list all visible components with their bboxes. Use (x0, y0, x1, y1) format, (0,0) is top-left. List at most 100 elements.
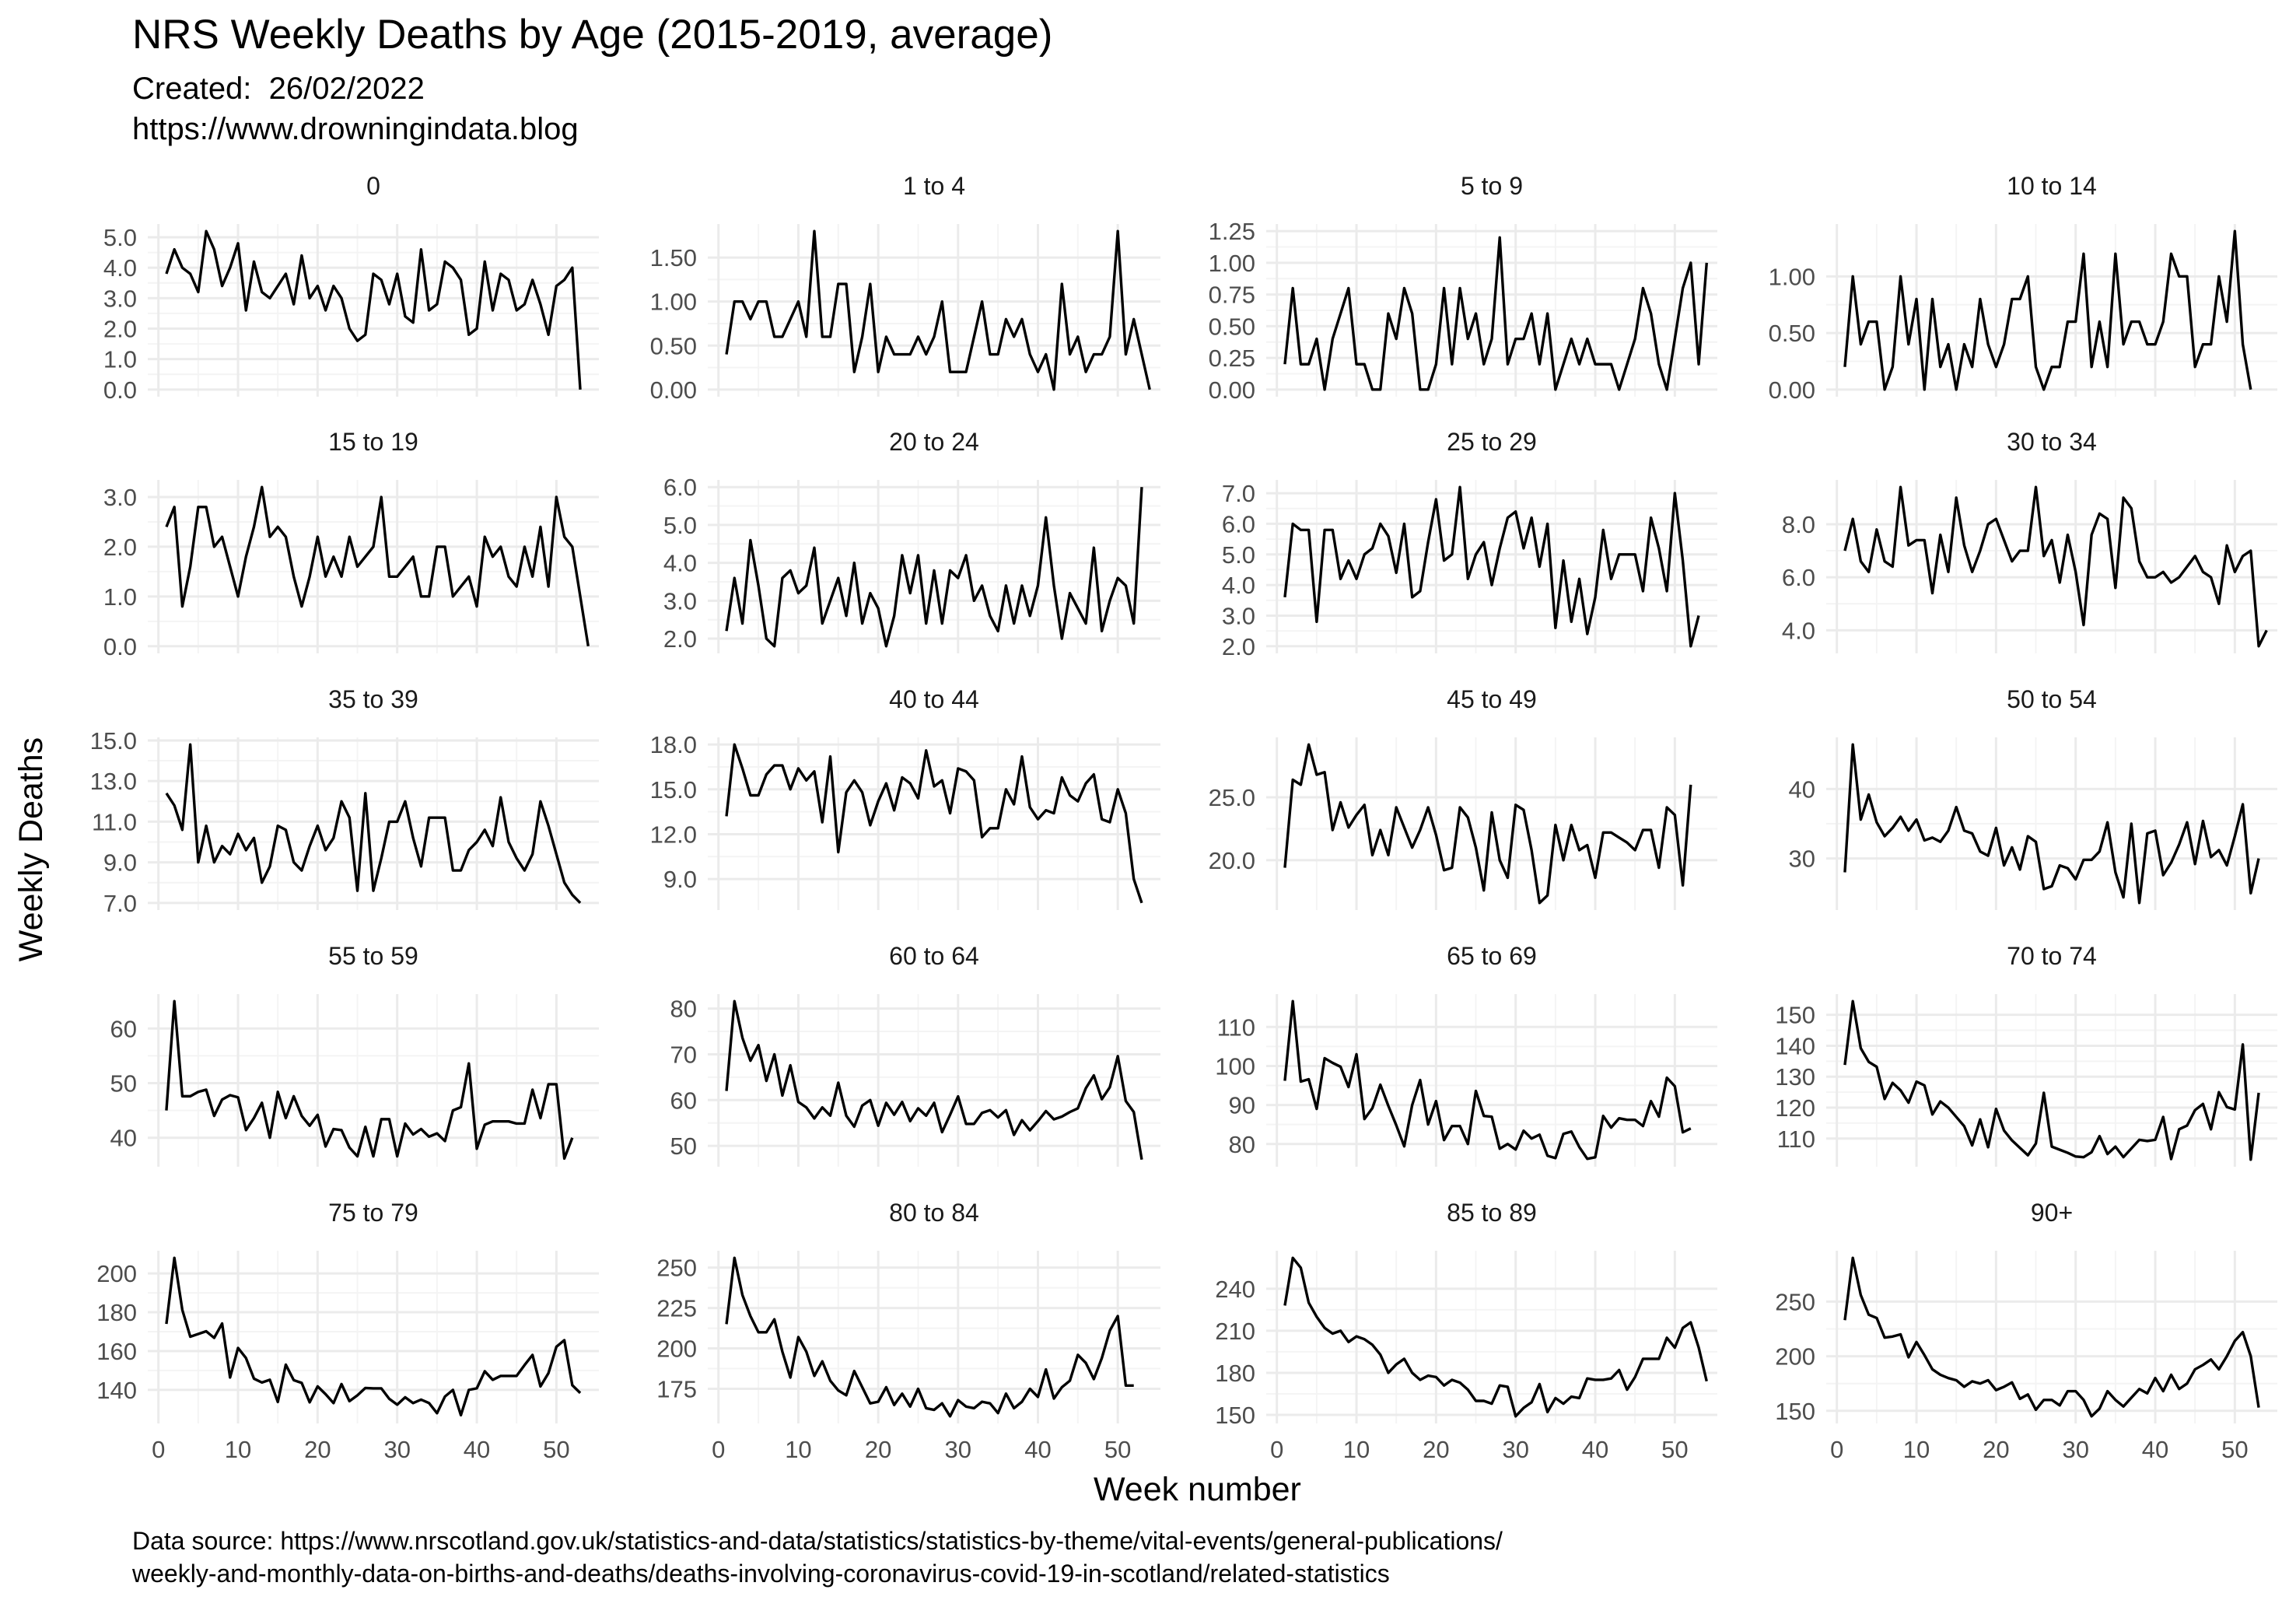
x-axis-label: Week number (1094, 1471, 1301, 1508)
x-tick-label: 30 (2062, 1436, 2088, 1463)
y-tick-label: 100 (1215, 1052, 1255, 1080)
x-tick-label: 50 (543, 1436, 569, 1463)
x-tick-label: 30 (945, 1436, 971, 1463)
y-tick-label: 80 (670, 996, 697, 1023)
facet-label: 10 to 14 (2007, 172, 2097, 200)
x-tick-label: 40 (1024, 1436, 1051, 1463)
y-tick-label: 11.0 (92, 808, 137, 835)
y-tick-label: 6.0 (1222, 510, 1255, 537)
y-tick-label: 18.0 (650, 731, 697, 758)
y-tick-label: 90 (1229, 1092, 1255, 1119)
facet-label: 1 to 4 (903, 172, 965, 200)
y-tick-label: 180 (1215, 1360, 1255, 1387)
y-tick-label: 1.50 (650, 244, 697, 271)
facet-label: 85 to 89 (1447, 1199, 1537, 1227)
panel-11: 20.0 25.0 45 to 49 (1209, 685, 1717, 910)
y-tick-label: 2.0 (103, 534, 137, 561)
series-line (1283, 743, 1692, 905)
panel-13: 40 50 60 55 to 59 (110, 942, 599, 1167)
panel-19: 150 180 210 240 85 to 89 0 10 20 30 40 50 (1215, 1199, 1717, 1463)
y-tick-label: 60 (110, 1015, 137, 1042)
y-tick-label: 40 (110, 1125, 137, 1152)
panel-2: 0.00 0.50 1.00 1.50 1 to 4 (650, 172, 1160, 404)
y-tick-label: 140 (96, 1377, 137, 1404)
y-tick-label: 0.0 (103, 633, 137, 660)
series-line (165, 1000, 574, 1161)
y-tick-label: 6.0 (1782, 564, 1815, 591)
series-line (1843, 743, 2260, 905)
facet-label: 25 to 29 (1447, 428, 1537, 456)
y-tick-label: 150 (1215, 1402, 1255, 1429)
y-tick-label: 3.0 (103, 484, 137, 511)
y-tick-label: 25.0 (1209, 784, 1255, 811)
y-tick-label: 4.0 (1222, 572, 1255, 599)
facet-label: 0 (366, 172, 380, 200)
series-line (1283, 1256, 1708, 1418)
facet-label: 75 to 79 (328, 1199, 418, 1227)
x-tick-label: 0 (1830, 1436, 1843, 1463)
x-tick-label: 20 (304, 1436, 331, 1463)
panel-16: 110 120 130 140 150 70 to 74 (1775, 942, 2277, 1167)
series-line (725, 229, 1151, 391)
y-tick-label: 0.00 (650, 376, 697, 404)
y-tick-label: 20.0 (1209, 847, 1255, 874)
y-tick-label: 130 (1775, 1063, 1815, 1091)
x-tick-label: 40 (1582, 1436, 1608, 1463)
y-tick-label: 0.00 (1209, 376, 1255, 404)
series-line (725, 1000, 1143, 1161)
y-tick-label: 1.0 (103, 346, 137, 373)
y-tick-label: 1.00 (650, 289, 697, 316)
y-tick-label: 7.0 (103, 890, 137, 917)
y-tick-label: 5.0 (103, 224, 137, 251)
y-tick-label: 210 (1215, 1318, 1255, 1345)
series-line (1283, 1000, 1692, 1161)
facet-label: 80 to 84 (889, 1199, 979, 1227)
x-tick-label: 0 (712, 1436, 725, 1463)
y-tick-label: 5.0 (1222, 541, 1255, 569)
x-tick-label: 10 (1343, 1436, 1370, 1463)
y-tick-label: 120 (1775, 1094, 1815, 1122)
facet-label: 45 to 49 (1447, 685, 1537, 713)
x-tick-label: 40 (2142, 1436, 2168, 1463)
series-line (1283, 236, 1708, 391)
facet-label: 70 to 74 (2007, 942, 2097, 970)
facet-label: 5 to 9 (1461, 172, 1523, 200)
facet-label: 65 to 69 (1447, 942, 1537, 970)
x-tick-label: 50 (1661, 1436, 1688, 1463)
y-tick-label: 15.0 (650, 776, 697, 804)
y-tick-label: 1.00 (1769, 263, 1815, 290)
panel-20: 150 200 250 90+ 0 10 20 30 40 50 (1775, 1199, 2277, 1463)
y-tick-label: 1.00 (1209, 250, 1255, 277)
x-tick-label: 40 (464, 1436, 490, 1463)
y-tick-label: 2.0 (103, 316, 137, 343)
panel-3: 0.00 0.25 0.50 0.75 1.00 1.25 5 to 9 (1209, 172, 1717, 404)
series-line (1843, 1000, 2260, 1161)
y-tick-label: 0.0 (103, 376, 137, 404)
y-tick-label: 0.50 (1209, 313, 1255, 340)
y-tick-label: 9.0 (103, 849, 137, 877)
y-tick-label: 4.0 (103, 254, 137, 282)
y-tick-label: 1.0 (103, 583, 137, 611)
y-axis-label: Weekly Deaths (12, 737, 50, 962)
y-tick-label: 8.0 (1782, 511, 1815, 538)
series-line (165, 229, 582, 390)
y-tick-label: 150 (1775, 1002, 1815, 1029)
panel-5: 0.0 1.0 2.0 3.0 15 to 19 (103, 428, 599, 660)
x-tick-label: 10 (1903, 1436, 1930, 1463)
y-tick-label: 200 (96, 1260, 137, 1287)
facet-label: 50 to 54 (2007, 685, 2097, 713)
x-tick-label: 20 (1983, 1436, 2009, 1463)
facet-label: 55 to 59 (328, 942, 418, 970)
panel-7: 2.0 3.0 4.0 5.0 6.0 7.0 25 to 29 (1222, 428, 1717, 660)
facet-label: 90+ (2031, 1199, 2073, 1227)
panel-9: 7.0 9.0 11.0 13.0 15.0 35 to 39 (90, 685, 599, 917)
y-tick-label: 250 (656, 1255, 697, 1282)
facet-label: 30 to 34 (2007, 428, 2097, 456)
y-tick-label: 4.0 (1782, 617, 1815, 644)
y-tick-label: 50 (110, 1070, 137, 1098)
y-tick-label: 7.0 (1222, 480, 1255, 507)
y-tick-label: 2.0 (1222, 633, 1255, 660)
panel-12: 30 40 50 to 54 (1789, 685, 2277, 910)
y-tick-label: 30 (1789, 846, 1815, 873)
facet-label: 20 to 24 (889, 428, 979, 456)
